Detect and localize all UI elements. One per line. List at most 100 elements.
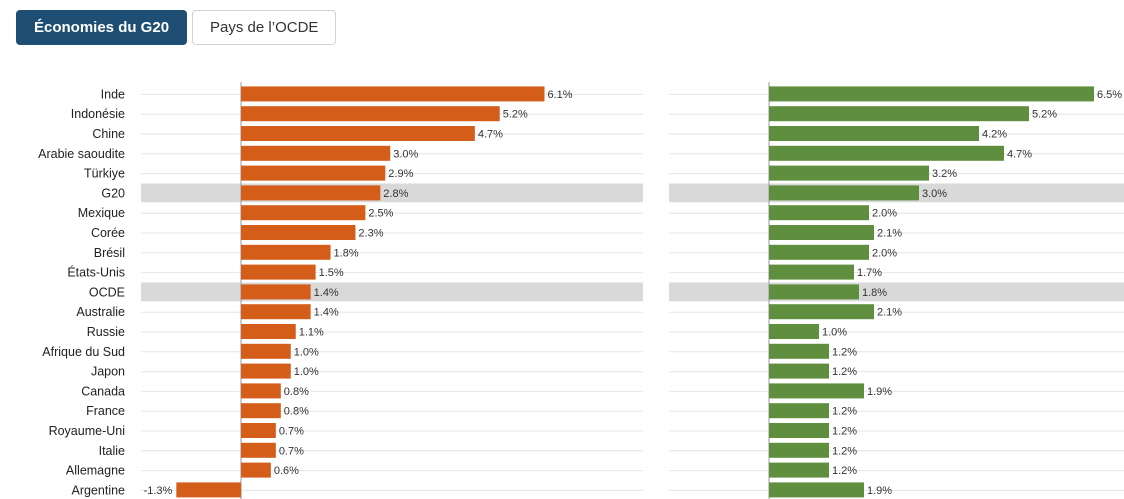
category-label-mexique: Mexique	[78, 206, 125, 220]
highlight-row-ocde-panel-2	[669, 282, 1124, 302]
tab-oecd-countries[interactable]: Pays de l’OCDE	[192, 10, 337, 45]
bar-bresil-panel-2	[769, 244, 869, 260]
tab-g20-economies[interactable]: Économies du G20	[16, 10, 188, 45]
bar-canada-panel-1	[241, 383, 281, 399]
bar-italie-panel-1	[241, 442, 276, 458]
bar-allemagne-panel-1	[241, 462, 271, 478]
category-label-russie: Russie	[87, 325, 125, 339]
category-label-inde: Inde	[101, 87, 125, 101]
bar-allemagne-panel-2	[769, 462, 829, 478]
bar-ocde-panel-1	[241, 284, 311, 300]
value-label-indonesie-panel-2: 5.2%	[1032, 109, 1057, 121]
bar-ocde-panel-2	[769, 284, 859, 300]
bar-arabie-saoudite-panel-2	[769, 145, 1004, 161]
bar-argentine-panel-1	[176, 482, 241, 498]
category-label-argentine: Argentine	[71, 483, 125, 497]
bar-canada-panel-2	[769, 383, 864, 399]
category-label-royaume-uni: Royaume-Uni	[49, 424, 125, 438]
bar-mexique-panel-1	[241, 205, 366, 221]
value-label-bresil-panel-2: 2.0%	[872, 247, 897, 259]
bar-etats-unis-panel-1	[241, 264, 316, 280]
value-label-chine-panel-1: 4.7%	[478, 129, 503, 141]
bar-japon-panel-2	[769, 363, 829, 379]
bar-g20-panel-2	[769, 185, 919, 201]
category-label-indonesie: Indonésie	[71, 107, 125, 121]
bar-france-panel-2	[769, 403, 829, 419]
category-label-france: France	[86, 404, 125, 418]
bar-chine-panel-1	[241, 126, 475, 141]
bar-chine-panel-2	[769, 126, 979, 141]
highlight-row-ocde-panel-1	[141, 282, 643, 302]
bar-coree-panel-2	[769, 225, 874, 240]
value-label-japon-panel-2: 1.2%	[832, 366, 857, 378]
value-label-allemagne-panel-1: 0.6%	[274, 465, 299, 477]
category-label-g20: G20	[101, 186, 125, 200]
value-label-arabie-saoudite-panel-1: 3.0%	[393, 148, 418, 160]
bar-japon-panel-1	[241, 363, 291, 379]
category-label-australie: Australie	[76, 305, 125, 319]
bar-italie-panel-2	[769, 442, 829, 458]
category-label-chine: Chine	[92, 127, 125, 141]
bar-australie-panel-2	[769, 304, 874, 320]
value-label-indonesie-panel-1: 5.2%	[503, 109, 528, 121]
bar-argentine-panel-2	[769, 482, 864, 498]
bar-bresil-panel-1	[241, 244, 331, 260]
value-label-mexique-panel-1: 2.5%	[368, 208, 393, 220]
value-label-coree-panel-2: 2.1%	[877, 228, 902, 240]
value-label-canada-panel-1: 0.8%	[284, 386, 309, 398]
category-label-allemagne: Allemagne	[66, 464, 125, 478]
value-label-france-panel-1: 0.8%	[284, 406, 309, 418]
category-label-japon: Japon	[91, 365, 125, 379]
value-label-italie-panel-2: 1.2%	[832, 445, 857, 457]
bar-mexique-panel-2	[769, 205, 869, 221]
value-label-royaume-uni-panel-2: 1.2%	[832, 426, 857, 438]
value-label-ocde-panel-2: 1.8%	[862, 287, 887, 299]
bar-turkiye-panel-1	[241, 165, 386, 181]
value-label-afrique-du-sud-panel-1: 1.0%	[294, 346, 319, 358]
bar-russie-panel-1	[241, 324, 296, 339]
bar-etats-unis-panel-2	[769, 264, 854, 280]
bar-inde-panel-2	[769, 86, 1094, 102]
bar-indonesie-panel-1	[241, 106, 500, 122]
bar-afrique-du-sud-panel-2	[769, 343, 829, 359]
value-label-france-panel-2: 1.2%	[832, 406, 857, 418]
value-label-coree-panel-1: 2.3%	[358, 228, 383, 240]
value-label-ocde-panel-1: 1.4%	[314, 287, 339, 299]
category-label-coree: Corée	[91, 226, 125, 240]
bar-indonesie-panel-2	[769, 106, 1029, 122]
bar-inde-panel-1	[241, 86, 545, 102]
bar-royaume-uni-panel-1	[241, 423, 276, 438]
value-label-turkiye-panel-2: 3.2%	[932, 168, 957, 180]
value-label-etats-unis-panel-1: 1.5%	[319, 267, 344, 279]
category-label-etats-unis: États-Unis	[67, 265, 125, 280]
bar-turkiye-panel-2	[769, 165, 929, 181]
value-label-argentine-panel-2: 1.9%	[867, 485, 892, 497]
category-label-turkiye: Türkiye	[84, 167, 125, 181]
category-label-ocde: OCDE	[89, 285, 125, 299]
bar-coree-panel-1	[241, 225, 356, 240]
value-label-russie-panel-1: 1.1%	[299, 327, 324, 339]
bar-royaume-uni-panel-2	[769, 423, 829, 438]
category-label-canada: Canada	[81, 384, 125, 398]
bar-g20-panel-1	[241, 185, 381, 201]
tab-bar: Économies du G20 Pays de l’OCDE	[16, 10, 337, 45]
value-label-australie-panel-1: 1.4%	[314, 307, 339, 319]
bar-australie-panel-1	[241, 304, 311, 320]
value-label-mexique-panel-2: 2.0%	[872, 208, 897, 220]
value-label-etats-unis-panel-2: 1.7%	[857, 267, 882, 279]
category-label-italie: Italie	[99, 444, 125, 458]
value-label-bresil-panel-1: 1.8%	[334, 247, 359, 259]
value-label-inde-panel-2: 6.5%	[1097, 89, 1122, 101]
value-label-japon-panel-1: 1.0%	[294, 366, 319, 378]
bar-afrique-du-sud-panel-1	[241, 343, 291, 359]
value-label-g20-panel-1: 2.8%	[383, 188, 408, 200]
value-label-chine-panel-2: 4.2%	[982, 129, 1007, 141]
value-label-canada-panel-2: 1.9%	[867, 386, 892, 398]
value-label-g20-panel-2: 3.0%	[922, 188, 947, 200]
value-label-royaume-uni-panel-1: 0.7%	[279, 426, 304, 438]
value-label-turkiye-panel-1: 2.9%	[388, 168, 413, 180]
value-label-italie-panel-1: 0.7%	[279, 445, 304, 457]
category-label-bresil: Brésil	[94, 246, 125, 260]
value-label-inde-panel-1: 6.1%	[548, 89, 573, 101]
